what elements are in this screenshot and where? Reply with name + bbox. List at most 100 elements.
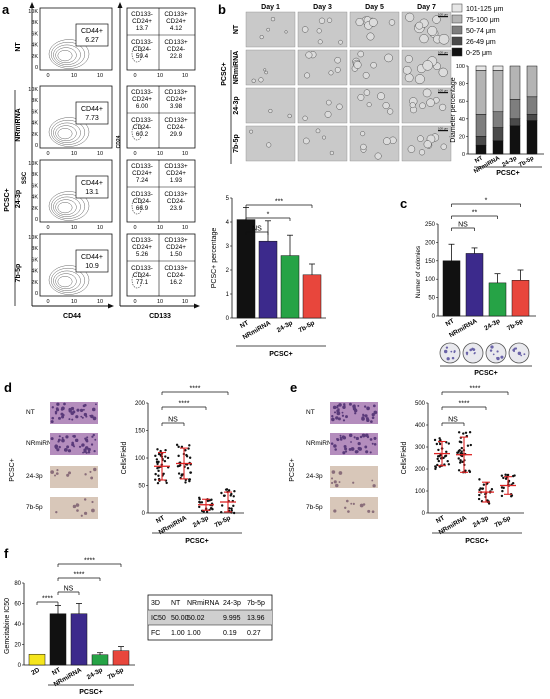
day-label-3: Day 7 [417, 4, 436, 11]
quad-xtick-1-1: 10 [157, 151, 163, 157]
e-cell [353, 436, 356, 439]
d-cell [82, 451, 84, 454]
e-cell [371, 510, 375, 514]
quad-xtick-2-0: 0 [133, 225, 136, 231]
pcsc-ytick-label-1: 4 [226, 220, 230, 226]
d-cell [56, 402, 60, 406]
quad-q1-l2-0: CD24+ [132, 18, 152, 25]
contour-3-5 [48, 265, 90, 295]
d-dot-3 [220, 491, 223, 495]
e-cell [336, 411, 341, 416]
col-ytick-label-3: 100 [425, 277, 436, 283]
sphere [419, 34, 429, 44]
ic50-table-cell-1-1: 1.00 [171, 630, 185, 637]
sphere [377, 92, 385, 101]
e-cell [344, 450, 348, 453]
sphere [422, 88, 432, 98]
sphere [382, 102, 390, 110]
contour-0-4 [50, 41, 86, 67]
sphere [338, 39, 343, 45]
d-dot-3 [232, 511, 236, 515]
quad-q3-v-1: 60.2 [136, 131, 149, 138]
ic50-bar-1 [49, 613, 67, 666]
e-cell [342, 435, 347, 440]
cd44-ytick-0-4: 2K [31, 54, 38, 60]
quad-q1-l-0: CD133- [131, 11, 153, 18]
e-dot-0 [436, 463, 439, 467]
e-cell [353, 404, 356, 407]
row-label-1: NRmiRNA [15, 108, 22, 141]
d-cell [56, 469, 59, 472]
e-cell [345, 415, 348, 419]
d-dot-2 [205, 510, 209, 514]
quad-q3-l-3: CD133- [131, 265, 153, 272]
d-cell [72, 504, 77, 509]
e-dot-1 [464, 431, 468, 434]
quad-q2-l2-3: CD24+ [166, 244, 186, 251]
quad-q3-l2-0: CD24- [133, 46, 151, 53]
d-cell [87, 447, 91, 452]
cd133-arrowhead [194, 303, 200, 309]
e-dot-0 [435, 442, 439, 446]
b-row-label-1: NRmiRNA [233, 51, 240, 84]
d-cell [75, 415, 79, 419]
stack-seg-2-1 [509, 118, 521, 127]
panel-c-letter: c [400, 196, 407, 211]
panel-b-letter: b [218, 2, 226, 17]
e-cell [372, 484, 376, 488]
e-dot-3 [506, 473, 510, 477]
row-label-0: NT [15, 42, 22, 52]
sphere [258, 77, 264, 83]
d-group: PCSC+ [9, 458, 16, 482]
e-cell [331, 481, 334, 485]
quad-q2-l-0: CD133+ [164, 11, 188, 18]
quad-q4-l2-0: CD24- [167, 46, 185, 53]
d-dot-1 [175, 443, 179, 447]
d-dot-1 [184, 481, 187, 484]
d-cell [58, 445, 61, 449]
stack-seg-1-0 [492, 140, 504, 155]
d-cell [70, 406, 75, 411]
e-dot-0 [437, 459, 440, 463]
quad-q4-l2-1: CD24- [167, 124, 185, 131]
e-dot-0 [445, 450, 448, 454]
d-cat-3: 7b-5p [213, 515, 232, 530]
colony-dot [496, 357, 498, 359]
sphere [415, 21, 424, 30]
micro-cell-3-2 [349, 125, 400, 162]
d-cell [54, 444, 59, 449]
quad-q1-v-1: 6.00 [136, 103, 149, 110]
quad-xtick-3-2: 10 [182, 299, 188, 305]
contour-0-5 [48, 39, 90, 69]
pcsc-ytick-label-5: 0 [226, 316, 230, 322]
cd24-axis-label: CD24 [116, 135, 122, 148]
d-sig-1-label: **** [179, 401, 190, 408]
legend-swatch-2 [451, 25, 463, 35]
micro-cell-0-2 [349, 11, 400, 48]
d-cell [72, 410, 76, 414]
quad-q1-l-2: CD133- [131, 163, 153, 170]
stack-cat-2: 24-3p [501, 155, 518, 168]
d-cell [74, 438, 79, 443]
cd44-xtick-0-0: 0 [46, 73, 49, 79]
cd44-gate-3 [75, 249, 109, 273]
d-dot-0 [156, 462, 159, 466]
sphere [249, 129, 254, 134]
quad-q3-l2-1: CD24- [133, 124, 151, 131]
d-ytick-label-1: 150 [135, 429, 146, 435]
legend-label-4: 0-25 μm [466, 50, 492, 57]
sphere [259, 35, 264, 40]
e-cell [339, 434, 342, 437]
d-cell [93, 467, 97, 472]
e-cell [331, 470, 336, 474]
e-ytick-label-4: 100 [415, 489, 426, 495]
ic50-cat-3: 24-3p [86, 667, 104, 682]
d-dot-3 [230, 492, 233, 496]
quad-q2-l2-0: CD24+ [166, 18, 186, 25]
d-cell [91, 435, 94, 438]
e-cell [354, 450, 358, 454]
quad-q4-v-0: 22.8 [170, 53, 183, 60]
d-cell [84, 403, 87, 407]
